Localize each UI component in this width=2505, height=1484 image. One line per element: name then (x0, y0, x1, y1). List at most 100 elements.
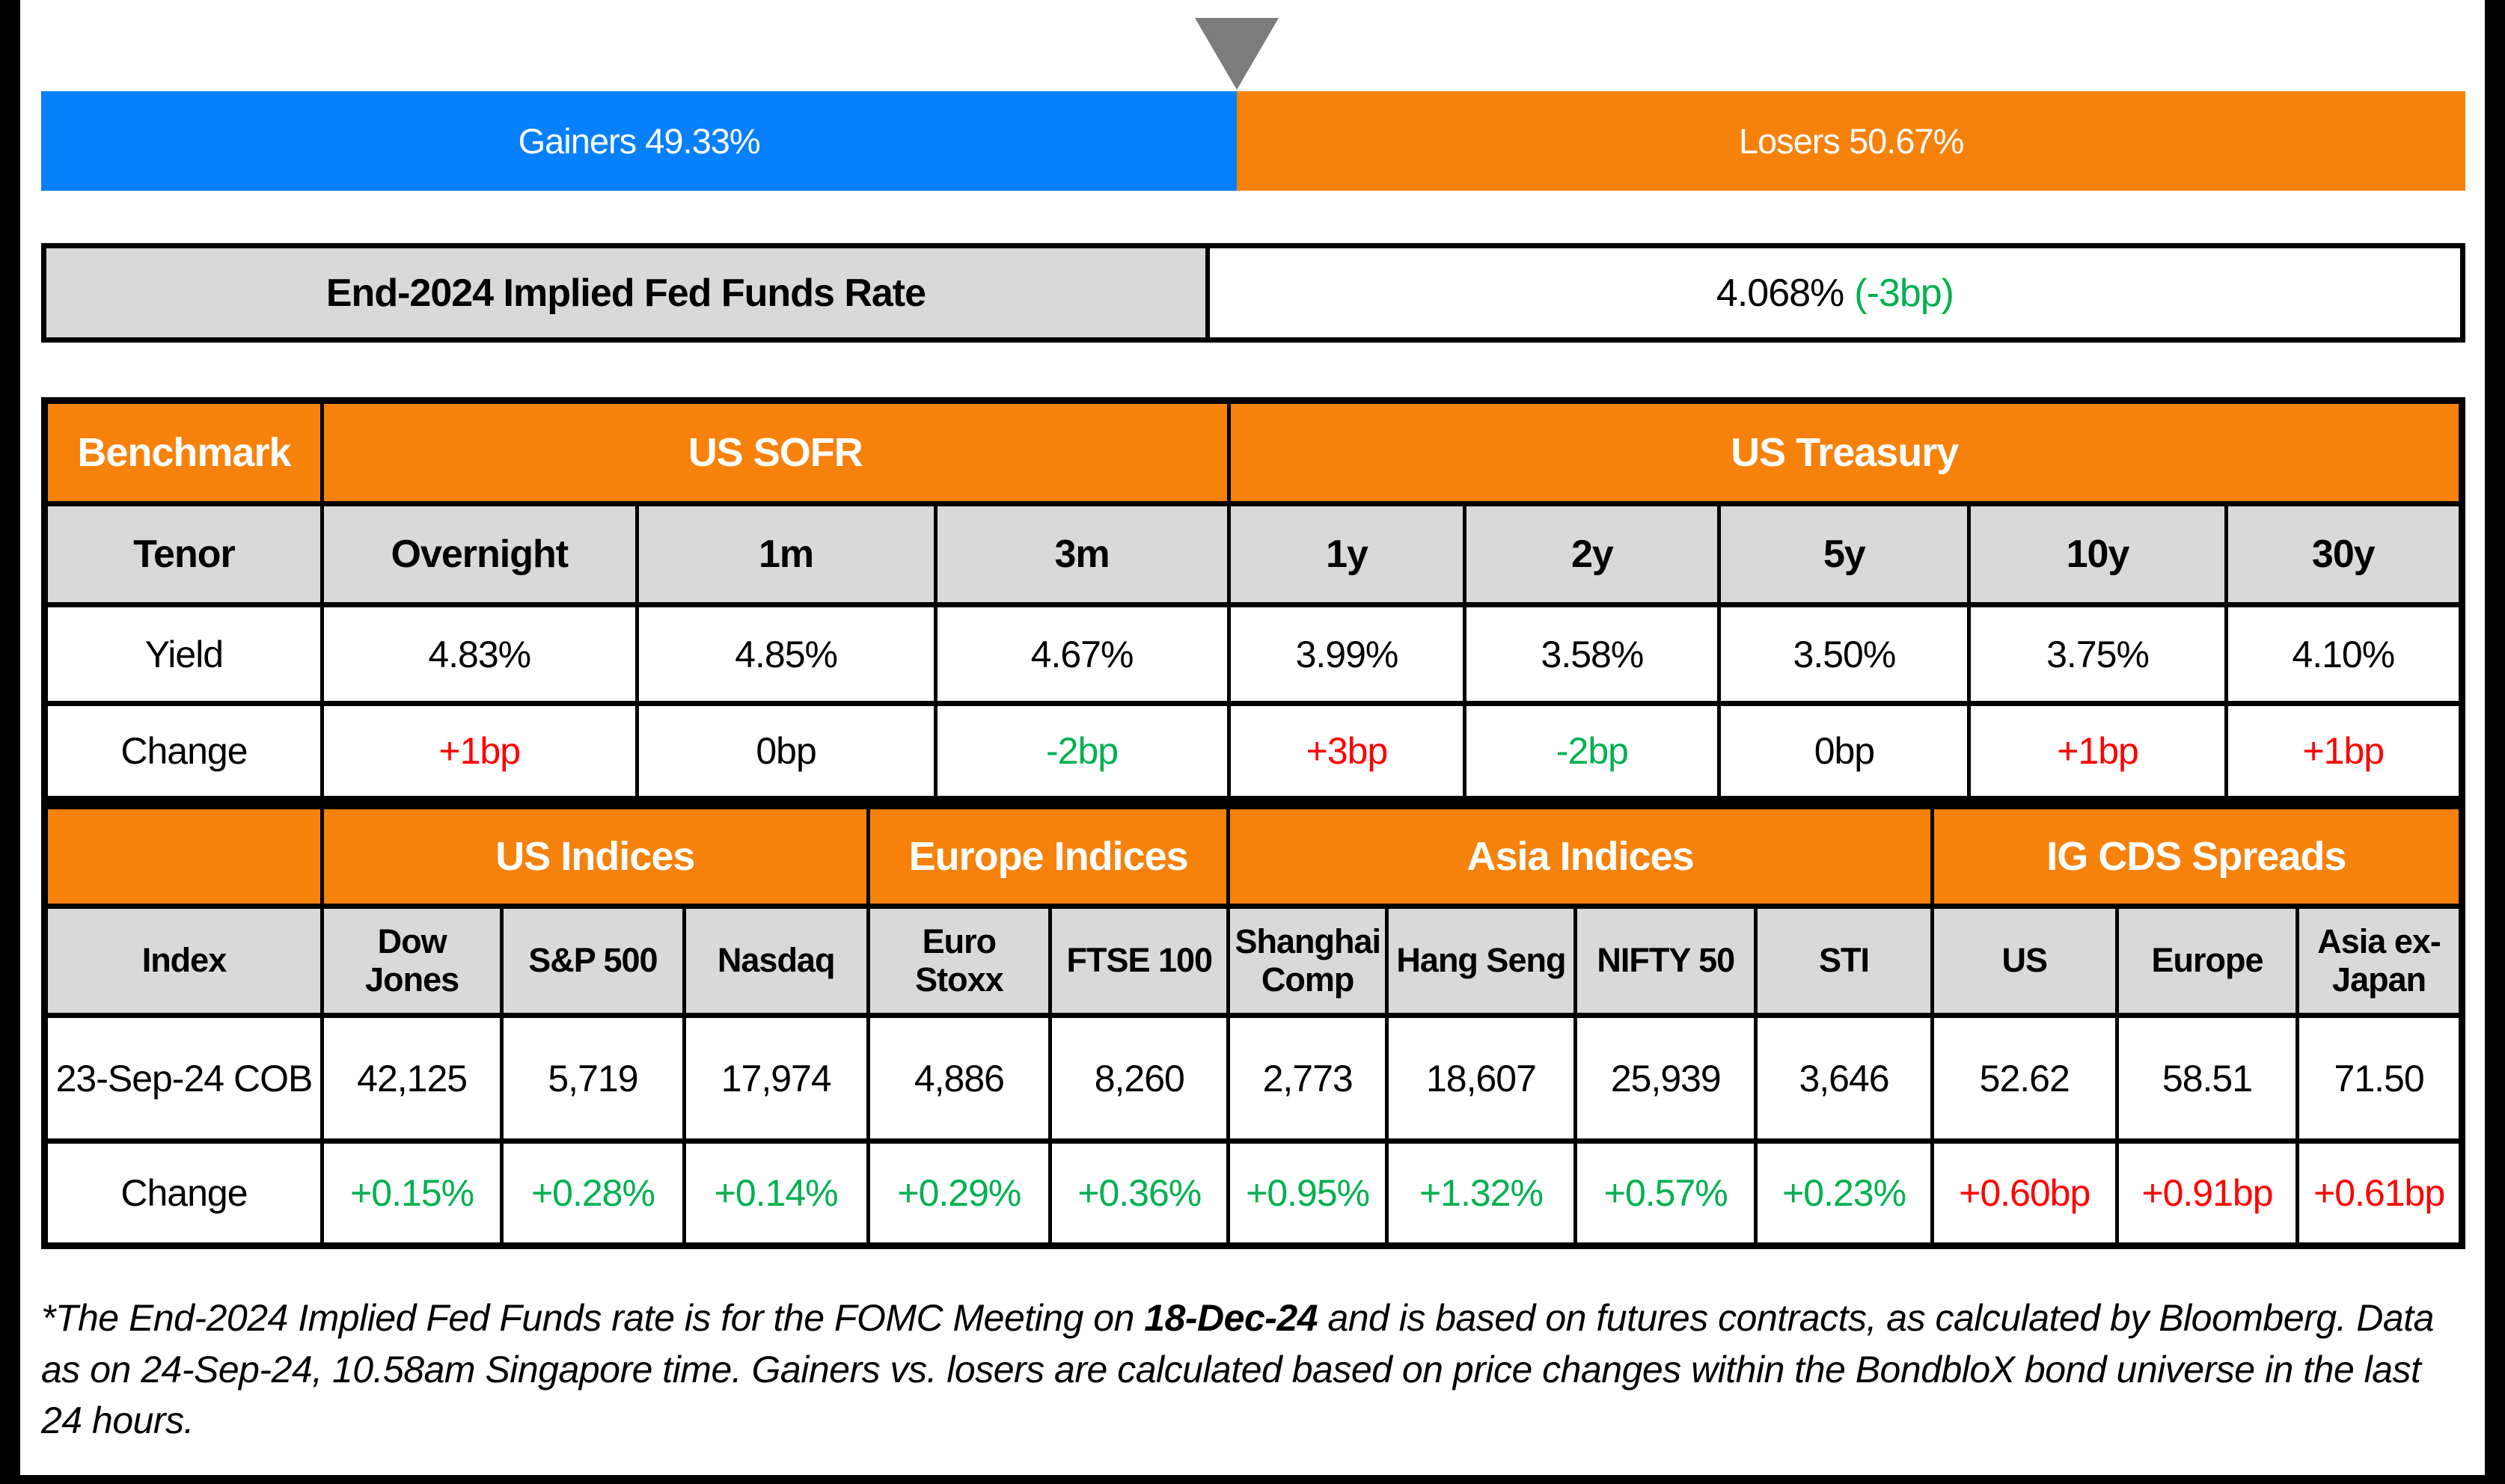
yield-row: Yield 4.83% 4.85% 4.67% 3.99% 3.58% 3.50… (43, 602, 2465, 706)
indices-table: US Indices Europe Indices Asia Indices I… (41, 803, 2465, 1249)
cob-cell: 42,125 (319, 1013, 504, 1144)
yield-cell: 3.58% (1463, 602, 1722, 706)
gainers-losers-bar: Gainers 49.33% Losers 50.67% (41, 91, 2465, 191)
yield-cell: 4.67% (933, 602, 1231, 706)
change-cell: -2bp (933, 701, 1231, 802)
index-name-cell: Hang Seng (1384, 904, 1578, 1018)
cob-cell: 17,974 (682, 1013, 870, 1144)
indices-corner-header (43, 803, 324, 909)
cob-cell: 71.50 (2296, 1013, 2464, 1144)
fed-funds-change: (-3bp) (1854, 271, 1954, 315)
index-change-cell: +0.23% (1754, 1138, 1934, 1248)
fed-funds-value: 4.068% (-3bp) (1210, 248, 2460, 337)
asia-indices-group-header: Asia Indices (1226, 803, 1934, 909)
yield-row-label: Yield (43, 602, 324, 706)
ig-cds-group-header: IG CDS Spreads (1930, 803, 2465, 909)
change-cell: +1bp (1967, 701, 2228, 802)
cob-cell: 4,886 (866, 1013, 1053, 1144)
losers-segment: Losers 50.67% (1237, 91, 2465, 191)
change-cell: 0bp (1717, 701, 1972, 802)
fed-funds-label: End-2024 Implied Fed Funds Rate (46, 248, 1210, 337)
cob-row-label: 23-Sep-24 COB (43, 1013, 324, 1144)
index-name-cell: FTSE 100 (1048, 904, 1231, 1018)
gainers-losers-pointer-triangle-icon (1195, 18, 1279, 90)
index-change-cell: +0.14% (682, 1138, 870, 1248)
change-cell: +1bp (319, 701, 639, 802)
benchmark-change-row: Change +1bp 0bp -2bp +3bp -2bp 0bp +1bp … (43, 701, 2465, 802)
cob-cell: 2,773 (1226, 1013, 1389, 1144)
change-cell: 0bp (634, 701, 938, 802)
index-change-cell: +0.15% (319, 1138, 504, 1248)
europe-indices-group-header: Europe Indices (866, 803, 1231, 909)
fed-funds-row: End-2024 Implied Fed Funds Rate 4.068% (… (41, 243, 2465, 343)
tenor-cell: 3m (933, 501, 1231, 607)
yield-cell: 3.99% (1226, 602, 1467, 706)
footnote-text-end: and is based on futures contracts, as ca… (41, 1297, 2434, 1441)
gainers-label: Gainers 49.33% (518, 121, 761, 161)
index-change-cell: +0.95% (1226, 1138, 1389, 1248)
tenor-cell: 1y (1226, 501, 1467, 607)
change-cell: +1bp (2224, 701, 2465, 802)
fed-funds-rate: 4.068% (1716, 271, 1844, 315)
index-name-cell: STI (1754, 904, 1934, 1018)
change-row-label: Change (43, 1138, 324, 1248)
pointer-row (41, 18, 2465, 90)
yield-cell: 4.85% (634, 602, 938, 706)
footnote-fomc-date: 18-Dec-24 (1144, 1297, 1318, 1339)
index-name-cell: Nasdaq (682, 904, 870, 1018)
tenor-cell: 2y (1463, 501, 1722, 607)
footnote-text-start: *The End-2024 Implied Fed Funds rate is … (41, 1297, 1145, 1339)
index-row-label: Index (43, 904, 324, 1018)
index-name-cell: Shanghai Comp (1226, 904, 1389, 1018)
index-name-cell: S&P 500 (500, 904, 686, 1018)
index-change-cell: +1.32% (1384, 1138, 1578, 1248)
index-change-cell: +0.29% (866, 1138, 1053, 1248)
index-name-cell: Dow Jones (319, 904, 504, 1018)
cob-cell: 58.51 (2114, 1013, 2300, 1144)
index-change-cell: +0.91bp (2114, 1138, 2300, 1248)
indices-header-row: US Indices Europe Indices Asia Indices I… (43, 803, 2465, 909)
change-cell: -2bp (1463, 701, 1722, 802)
page-content: Gainers 49.33% Losers 50.67% End-2024 Im… (20, 0, 2485, 1447)
index-name-cell: Euro Stoxx (866, 904, 1053, 1018)
tenor-cell: 5y (1717, 501, 1972, 607)
cob-values-row: 23-Sep-24 COB 42,125 5,719 17,974 4,886 … (43, 1013, 2464, 1144)
cob-cell: 5,719 (500, 1013, 686, 1144)
index-change-cell: +0.28% (500, 1138, 686, 1248)
index-name-cell: US (1930, 904, 2119, 1018)
yield-cell: 4.83% (319, 602, 639, 706)
index-change-cell: +0.57% (1573, 1138, 1758, 1248)
change-row-label: Change (43, 701, 324, 802)
index-change-cell: +0.60bp (1930, 1138, 2119, 1248)
cob-cell: 18,607 (1384, 1013, 1578, 1144)
yield-cell: 3.75% (1967, 602, 2228, 706)
gainers-segment: Gainers 49.33% (41, 91, 1238, 191)
losers-label: Losers 50.67% (1738, 121, 1965, 161)
yield-cell: 3.50% (1717, 602, 1972, 706)
tenor-row-label: Tenor (43, 501, 324, 607)
footnote: *The End-2024 Implied Fed Funds rate is … (41, 1293, 2465, 1447)
change-cell: +3bp (1226, 701, 1467, 802)
tenor-cell: 10y (1967, 501, 2228, 607)
index-name-cell: Europe (2114, 904, 2300, 1018)
benchmark-header-row: Benchmark US SOFR US Treasury (43, 398, 2464, 506)
index-change-cell: +0.36% (1048, 1138, 1231, 1248)
cob-cell: 3,646 (1754, 1013, 1934, 1144)
index-change-cell: +0.61bp (2296, 1138, 2464, 1248)
benchmark-corner-header: Benchmark (43, 398, 324, 506)
us-indices-group-header: US Indices (319, 803, 870, 909)
index-names-row: Index Dow Jones S&P 500 Nasdaq Euro Stox… (43, 904, 2464, 1018)
benchmark-table: Benchmark US SOFR US Treasury Tenor Over… (41, 397, 2465, 803)
tenor-row: Tenor Overnight 1m 3m 1y 2y 5y 10y 30y (43, 501, 2465, 607)
us-treasury-group-header: US Treasury (1226, 398, 2464, 506)
yield-cell: 4.10% (2224, 602, 2465, 706)
indices-change-row: Change +0.15% +0.28% +0.14% +0.29% +0.36… (43, 1138, 2464, 1248)
tenor-cell: 30y (2224, 501, 2465, 607)
us-sofr-group-header: US SOFR (319, 398, 1231, 506)
index-name-cell: NIFTY 50 (1573, 904, 1758, 1018)
cob-cell: 25,939 (1573, 1013, 1758, 1144)
tenor-cell: 1m (634, 501, 938, 607)
cob-cell: 8,260 (1048, 1013, 1231, 1144)
tenor-cell: Overnight (319, 501, 639, 607)
